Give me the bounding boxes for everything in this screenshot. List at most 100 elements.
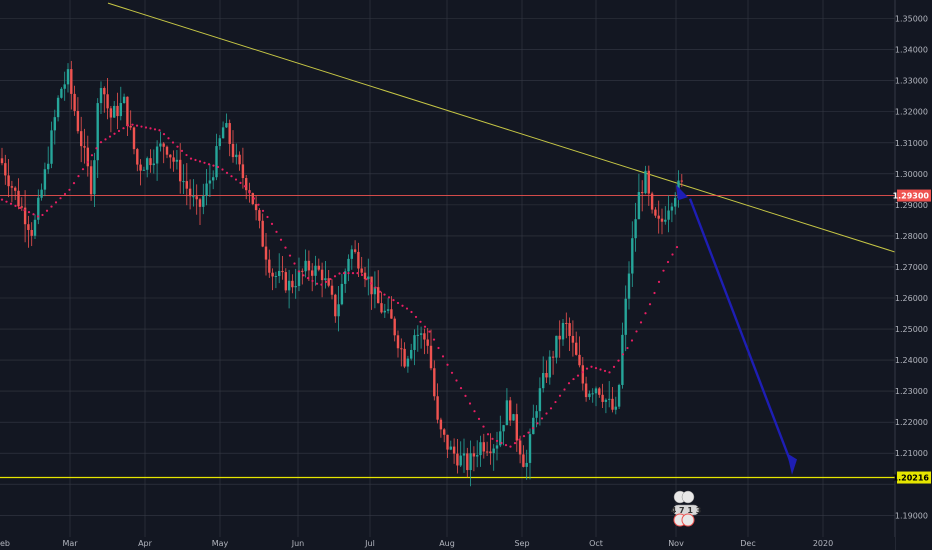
candle-body	[360, 268, 363, 273]
flag-event-icon[interactable]: 4 7 1 3	[671, 490, 702, 516]
candle-body	[254, 204, 258, 211]
candle	[258, 208, 261, 229]
candle	[251, 192, 254, 206]
ma-point	[162, 132, 166, 136]
candle-body	[317, 265, 320, 270]
price-tick-label: 1.34000	[895, 46, 928, 55]
ma-point	[603, 369, 607, 373]
candle	[188, 179, 192, 210]
ma-point	[360, 273, 364, 277]
ma-point	[216, 165, 220, 169]
ma-point	[369, 282, 373, 285]
candle-body	[472, 453, 476, 457]
candle	[149, 149, 152, 173]
ma-point	[414, 315, 418, 319]
ma-point	[662, 269, 665, 272]
ma-point	[522, 435, 526, 438]
candle-body	[518, 440, 522, 455]
candle	[551, 350, 555, 375]
candle-body	[311, 270, 314, 276]
candle-body	[294, 286, 297, 288]
events[interactable]: 4 7 1 3	[671, 490, 702, 527]
ma-point	[594, 367, 598, 370]
ma-point	[671, 253, 674, 256]
ma-point	[482, 425, 485, 428]
candle-body	[43, 169, 47, 190]
price-axis[interactable]: 1.35000 1.34000 1.33000 1.32000 1.31000 1.300…	[893, 0, 932, 550]
candle	[561, 319, 565, 346]
candle-body	[416, 334, 419, 336]
candle-body	[641, 192, 644, 194]
price-tick-label: 1.24000	[895, 356, 928, 365]
time-tick-label: Jul	[364, 539, 375, 548]
flag-event-icon[interactable]	[673, 513, 695, 527]
candle-body	[245, 178, 248, 191]
candle	[324, 261, 327, 289]
ma-point	[347, 272, 350, 275]
ma-point	[41, 213, 44, 217]
ma-point	[180, 149, 184, 152]
candle-body	[30, 229, 33, 236]
candle-body	[126, 96, 129, 127]
ma-point	[342, 272, 346, 275]
candle-body	[320, 269, 324, 281]
candle-body	[489, 451, 492, 454]
ma-point	[554, 400, 557, 404]
candle	[254, 195, 258, 221]
candle	[241, 147, 245, 189]
candle-body	[370, 276, 373, 295]
candle	[657, 200, 660, 234]
current-price-badge	[897, 189, 931, 202]
ma-point	[144, 126, 148, 129]
candle	[469, 440, 472, 487]
ma-point	[365, 278, 368, 281]
candle	[578, 336, 581, 368]
price-tick-label: 1.29000	[895, 201, 928, 210]
candle	[195, 184, 198, 215]
ma-point	[392, 299, 395, 302]
candle	[169, 154, 172, 169]
ma-point	[333, 275, 337, 278]
ma-point	[639, 321, 643, 324]
candle-body	[4, 163, 7, 176]
candle-body	[287, 280, 291, 291]
candle-body	[93, 160, 96, 195]
candle-body	[631, 238, 634, 274]
candle	[221, 121, 225, 139]
candle	[647, 165, 650, 206]
candle	[565, 312, 568, 339]
candle-body	[76, 110, 80, 132]
time-tick-label: Jun	[291, 539, 305, 548]
candle-body	[452, 446, 456, 454]
candle	[40, 183, 43, 201]
candle	[334, 293, 337, 323]
candle-body	[205, 183, 208, 196]
ma-point	[252, 197, 256, 200]
candle-body	[617, 384, 621, 407]
price-tick-label: 1.27000	[895, 263, 928, 272]
candle-body	[575, 342, 578, 355]
flag-circle	[681, 513, 695, 527]
candle	[245, 174, 248, 200]
candle-body	[502, 425, 505, 432]
candle-body	[56, 97, 60, 118]
time-axis[interactable]: eb Mar Apr May Jun Jul Aug Sep Oct Nov Dec 2020	[0, 537, 895, 550]
candle	[159, 131, 162, 152]
ma-point	[563, 388, 566, 391]
candle-body	[558, 335, 561, 340]
ma-point	[207, 163, 211, 166]
candle-body	[122, 96, 126, 103]
candle	[584, 376, 588, 402]
candle	[400, 338, 403, 367]
time-tick-label: 2020	[813, 539, 833, 548]
candle-body	[469, 453, 472, 471]
candle-body	[251, 193, 254, 205]
ma-point	[149, 127, 152, 130]
candle	[443, 428, 446, 443]
candle-body	[571, 335, 575, 343]
time-tick-label: Dec	[740, 539, 755, 548]
ma-point	[630, 339, 634, 342]
candle-body	[476, 455, 479, 457]
